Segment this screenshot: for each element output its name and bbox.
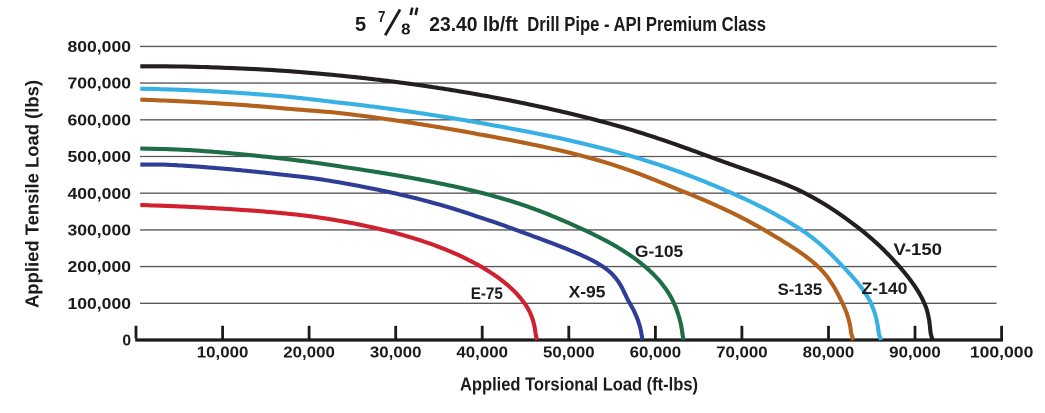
svg-text:20,000: 20,000 bbox=[283, 344, 335, 361]
svg-text:200,000: 200,000 bbox=[68, 259, 132, 276]
svg-text:70,000: 70,000 bbox=[716, 344, 768, 361]
svg-text:X-95: X-95 bbox=[569, 282, 606, 301]
svg-text:800,000: 800,000 bbox=[68, 39, 132, 56]
svg-text:Drill Pipe - API Premium Class: Drill Pipe - API Premium Class bbox=[527, 14, 766, 36]
svg-text:Applied Torsional Load (ft-lbs: Applied Torsional Load (ft-lbs) bbox=[460, 375, 698, 395]
svg-text:600,000: 600,000 bbox=[68, 112, 132, 129]
svg-text:300,000: 300,000 bbox=[68, 223, 132, 240]
svg-text:50,000: 50,000 bbox=[543, 344, 595, 361]
svg-text:10,000: 10,000 bbox=[197, 344, 249, 361]
svg-text:60,000: 60,000 bbox=[630, 344, 682, 361]
svg-text:100,000: 100,000 bbox=[970, 344, 1034, 361]
svg-text:S-135: S-135 bbox=[778, 280, 823, 299]
svg-text:100,000: 100,000 bbox=[68, 296, 132, 313]
svg-text:5: 5 bbox=[355, 14, 366, 36]
svg-text:E-75: E-75 bbox=[471, 284, 503, 303]
svg-text:400,000: 400,000 bbox=[68, 186, 132, 203]
svg-text:8: 8 bbox=[401, 22, 410, 39]
svg-text:V-150: V-150 bbox=[894, 240, 943, 259]
svg-text:40,000: 40,000 bbox=[456, 344, 508, 361]
svg-text:G-105: G-105 bbox=[635, 242, 683, 261]
svg-text:90,000: 90,000 bbox=[889, 344, 941, 361]
svg-text:500,000: 500,000 bbox=[68, 149, 132, 166]
svg-text:0: 0 bbox=[122, 333, 131, 350]
svg-text:23.40 lb/ft: 23.40 lb/ft bbox=[429, 14, 518, 36]
svg-text:Applied Tensile Load (lbs): Applied Tensile Load (lbs) bbox=[23, 80, 43, 308]
svg-text:7: 7 bbox=[378, 9, 385, 26]
svg-text:30,000: 30,000 bbox=[370, 344, 422, 361]
svg-text:80,000: 80,000 bbox=[803, 344, 855, 361]
svg-text:Z-140: Z-140 bbox=[862, 279, 908, 298]
svg-text:700,000: 700,000 bbox=[68, 76, 132, 93]
